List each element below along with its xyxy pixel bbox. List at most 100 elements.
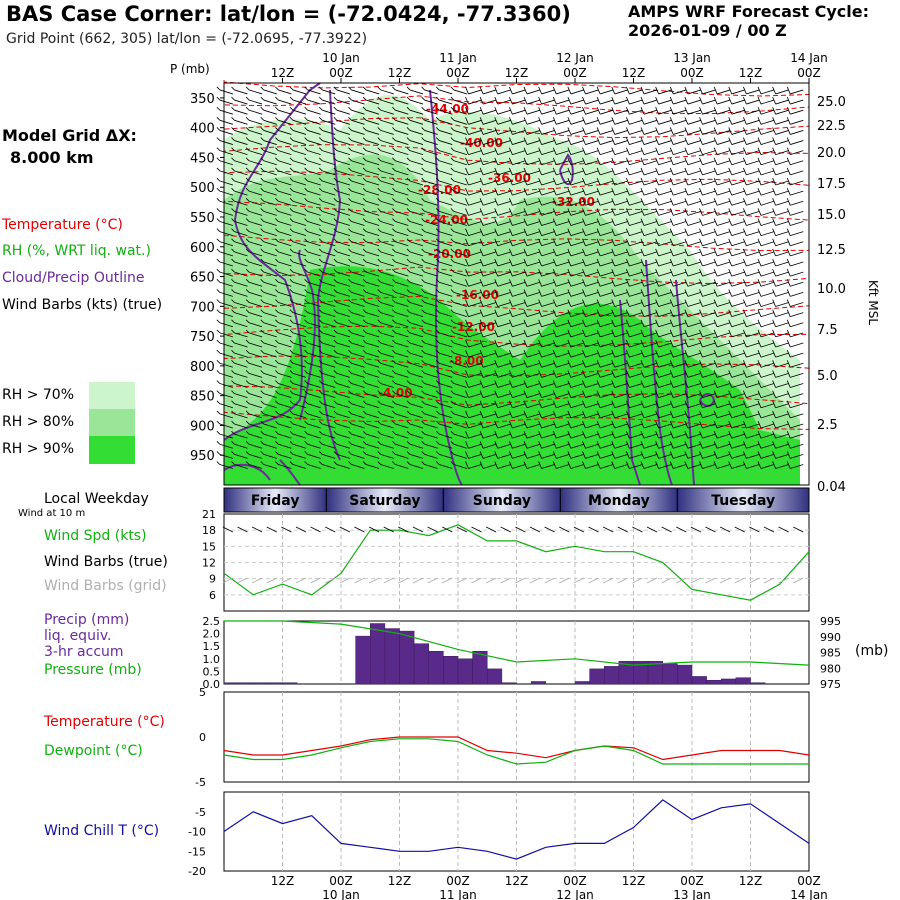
wind-barb-flag	[523, 167, 528, 176]
wind-barb	[468, 362, 482, 368]
top-hour-label: 00Z	[797, 66, 821, 80]
wind-barb-flag	[640, 218, 645, 226]
wind-barb-flag	[655, 86, 659, 95]
wind-barb-flag	[304, 370, 308, 374]
isotherm-line	[223, 325, 810, 347]
wind-barb	[512, 413, 526, 419]
wind-barb	[775, 89, 789, 95]
wind-barb	[585, 190, 599, 196]
wind-barb	[483, 352, 497, 358]
wind-barb-flag	[786, 177, 791, 186]
wind-barb-flag	[479, 86, 484, 95]
wind-barb-flag	[392, 106, 396, 111]
wind-barb-flag	[538, 319, 542, 327]
wind-barb-flag	[318, 400, 323, 405]
wind-barb-flag	[406, 177, 411, 182]
wind-barb-flag	[509, 167, 513, 176]
wind-barb-flag	[611, 461, 616, 469]
wind-barb	[775, 241, 789, 247]
isotherm-line	[223, 411, 810, 430]
wind-barb	[424, 99, 438, 105]
wind-barb	[775, 281, 789, 287]
wind-barb-flag	[289, 441, 294, 445]
wind-barb	[263, 322, 277, 328]
wind-barb	[673, 454, 687, 459]
wind-barb	[468, 160, 482, 166]
wind-barb-flag	[450, 461, 455, 465]
wind-barb-flag	[728, 370, 733, 378]
wind-barb-flag	[362, 106, 367, 111]
wind-barb-flag	[421, 400, 425, 405]
precip-bar	[662, 663, 678, 685]
wind-barb-flag	[596, 238, 601, 246]
wind-barb	[541, 231, 555, 237]
wind-barb	[263, 180, 277, 186]
wind-barb-flag	[435, 319, 440, 324]
wind-barb-flag	[596, 248, 601, 257]
wind-barb	[731, 342, 745, 348]
top-hour-label: 00Z	[563, 66, 587, 80]
wind-barb-flag	[406, 248, 411, 253]
cloud-contour	[279, 459, 301, 486]
wind-barb	[439, 362, 453, 368]
surface-wind-barb-grid	[529, 577, 541, 584]
wind-barb	[541, 413, 555, 419]
wind-barb-flag	[523, 309, 528, 317]
wind-barb-flag	[582, 329, 586, 338]
wind-barb-flag	[509, 188, 513, 196]
wind-barb-flag	[699, 390, 703, 398]
wind-barb	[483, 292, 497, 297]
wind-barb	[658, 150, 672, 156]
wind-barb	[292, 211, 307, 216]
wind-barb	[673, 89, 687, 95]
wind-barb	[483, 332, 497, 338]
precip-bar	[399, 630, 415, 685]
wind-barb	[731, 443, 745, 449]
wind-barb	[439, 423, 453, 429]
wind-barb-flag	[421, 198, 425, 202]
wind-barb	[658, 302, 672, 307]
wind-barb-flag	[362, 390, 367, 394]
wind-barb-flag	[655, 410, 659, 419]
wind-barb	[409, 322, 424, 328]
wind-barb	[351, 180, 365, 186]
wind-barb	[541, 373, 555, 378]
wind-barb-flag	[260, 430, 265, 435]
wind-barb	[366, 130, 380, 135]
wind-barb	[351, 231, 365, 237]
wind-barb	[336, 251, 350, 257]
wind-barb-flag	[362, 319, 367, 324]
wind-10m-label: Wind at 10 m	[18, 508, 86, 519]
wind-barb-flag	[552, 137, 557, 145]
wind-barb	[497, 109, 511, 115]
wind-barb-flag	[348, 400, 352, 405]
wind-barb-flag	[348, 461, 352, 465]
wind-barb	[395, 231, 409, 237]
wind-barb-flag	[684, 350, 689, 358]
top-date-label: 10 Jan	[322, 51, 360, 65]
wind-barb-flag	[538, 380, 542, 388]
wind-barb-flag	[260, 96, 265, 101]
isotherm-label: -4.00	[378, 386, 413, 400]
wind-barb-flag	[523, 177, 528, 186]
wind-barb	[219, 211, 233, 216]
wind-barb	[424, 231, 438, 237]
wind-barb	[746, 109, 760, 115]
wind-barb-flag	[260, 360, 265, 364]
wind-barb-flag	[713, 380, 718, 388]
surface-wind-barb-grid	[749, 577, 760, 584]
wind-barb-flag	[786, 167, 791, 176]
wind-barb-flag	[377, 137, 382, 141]
wind-barb-flag	[567, 309, 572, 317]
wind-barb-flag	[552, 299, 557, 307]
wind-barb	[292, 352, 307, 358]
wind-barb-flag	[552, 198, 557, 206]
wind-barb	[512, 180, 526, 186]
wind-barb-flag	[626, 431, 630, 439]
wind-barb-flag	[611, 147, 616, 155]
wind-barb	[746, 170, 760, 176]
wind-barb	[658, 200, 672, 206]
weekday-cell	[559, 487, 678, 513]
wind-barb-flag	[728, 228, 733, 236]
wind-barb	[790, 119, 804, 125]
